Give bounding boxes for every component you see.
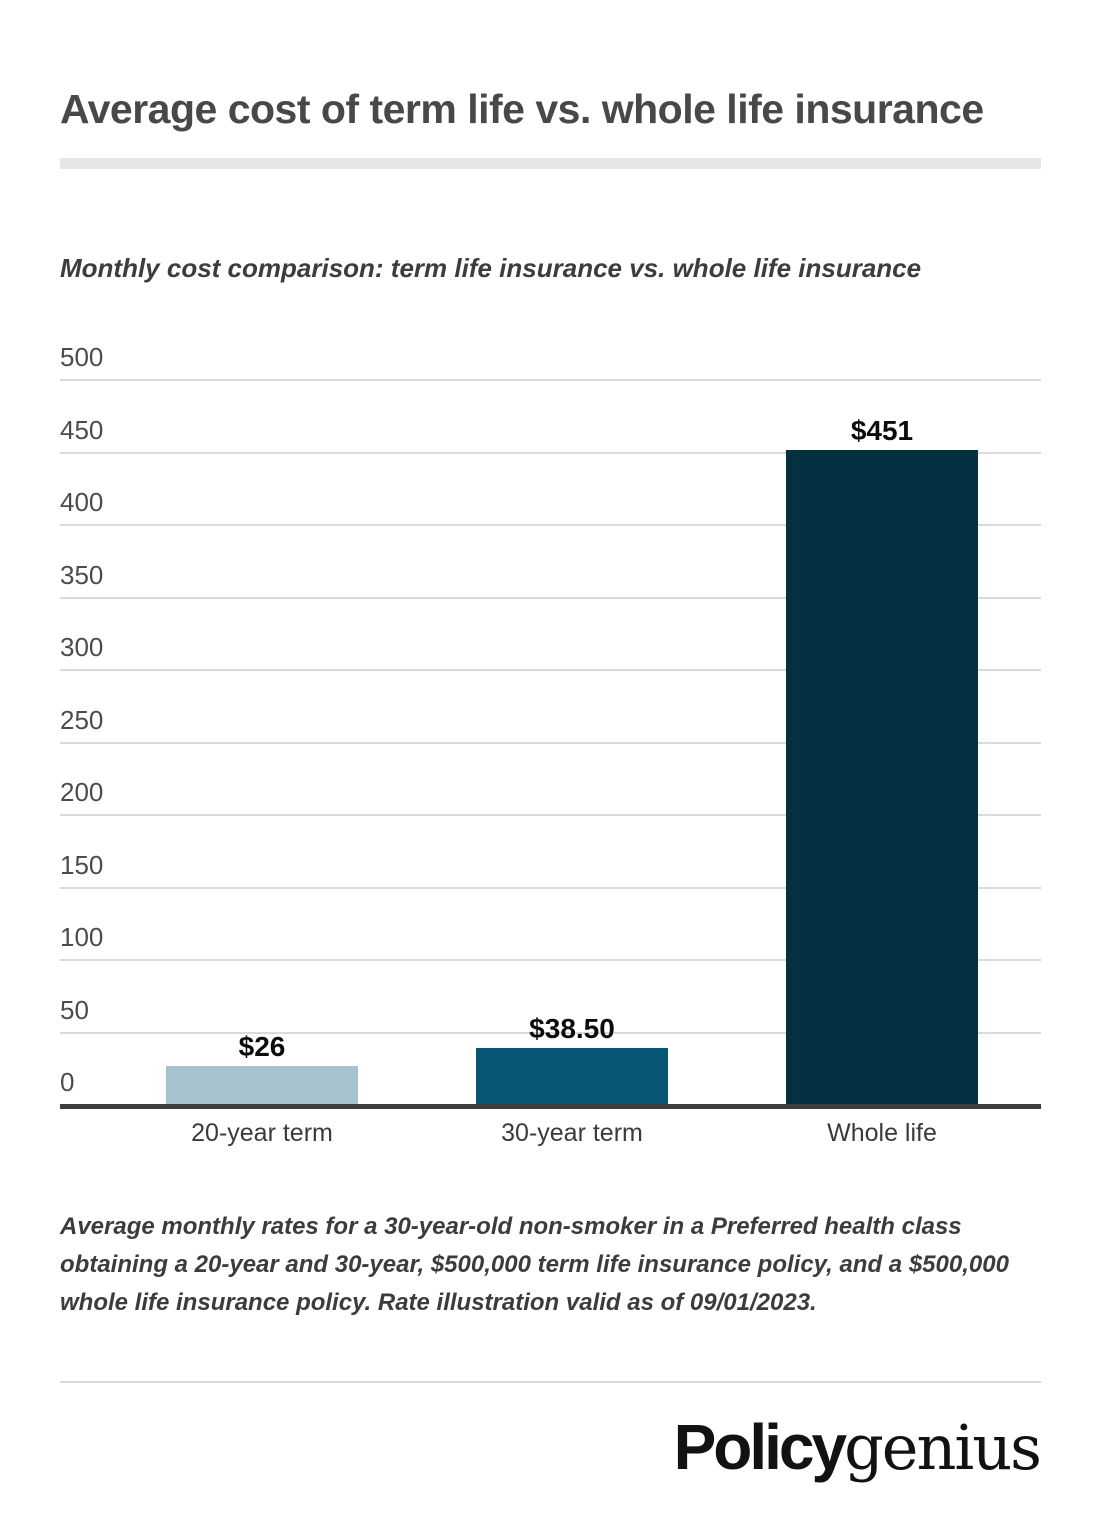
- y-tick-label: 0: [60, 1067, 75, 1097]
- page-title: Average cost of term life vs. whole life…: [60, 86, 984, 132]
- y-gridline: [60, 451, 1041, 454]
- title-divider: [60, 158, 1041, 169]
- y-tick-label: 450: [60, 414, 104, 445]
- bar-value-label: $26: [238, 1031, 286, 1062]
- footer-divider: [60, 1381, 1041, 1383]
- x-axis-line: [60, 1104, 1041, 1109]
- bar-20-year-term: [166, 1066, 358, 1104]
- logo-text-genius: genius: [844, 1411, 1042, 1484]
- y-tick-label: 350: [60, 559, 104, 590]
- policygenius-logo: Policygenius: [673, 1408, 1042, 1486]
- x-category-label: Whole life: [827, 1119, 937, 1147]
- y-gridline: [60, 379, 1041, 381]
- y-gridline: [60, 1031, 1041, 1034]
- y-gridline: [60, 669, 1041, 671]
- bar-chart: 0 50 100 150 200 250 300 350 400 450 500 $26 20-year…: [60, 340, 1041, 1170]
- y-tick-label: 500: [60, 342, 104, 372]
- y-gridline: [60, 814, 1041, 816]
- y-gridline: [60, 959, 1041, 961]
- y-gridline: [60, 741, 1041, 744]
- x-category-label: 30-year term: [501, 1119, 643, 1147]
- logo-text-policy: Policy: [673, 1411, 848, 1483]
- y-tick-label: 150: [60, 849, 104, 880]
- y-gridline: [60, 524, 1041, 526]
- y-tick-label: 100: [60, 922, 104, 952]
- y-gridline: [60, 886, 1041, 889]
- y-tick-label: 400: [60, 487, 104, 517]
- y-tick-label: 50: [60, 994, 89, 1025]
- y-tick-label: 300: [60, 632, 104, 662]
- bar-value-label: $38.50: [529, 1013, 615, 1044]
- chart-footnote: Average monthly rates for a 30-year-old …: [60, 1213, 1009, 1316]
- y-tick-label: 200: [60, 777, 104, 807]
- x-category-label: 20-year term: [191, 1119, 333, 1147]
- bar-whole-life: [786, 450, 978, 1104]
- bar-value-label: $451: [850, 415, 914, 446]
- chart-subtitle: Monthly cost comparison: term life insur…: [60, 253, 922, 283]
- bar-30-year-term: [476, 1048, 668, 1104]
- y-gridline: [60, 596, 1041, 599]
- y-tick-label: 250: [60, 704, 104, 735]
